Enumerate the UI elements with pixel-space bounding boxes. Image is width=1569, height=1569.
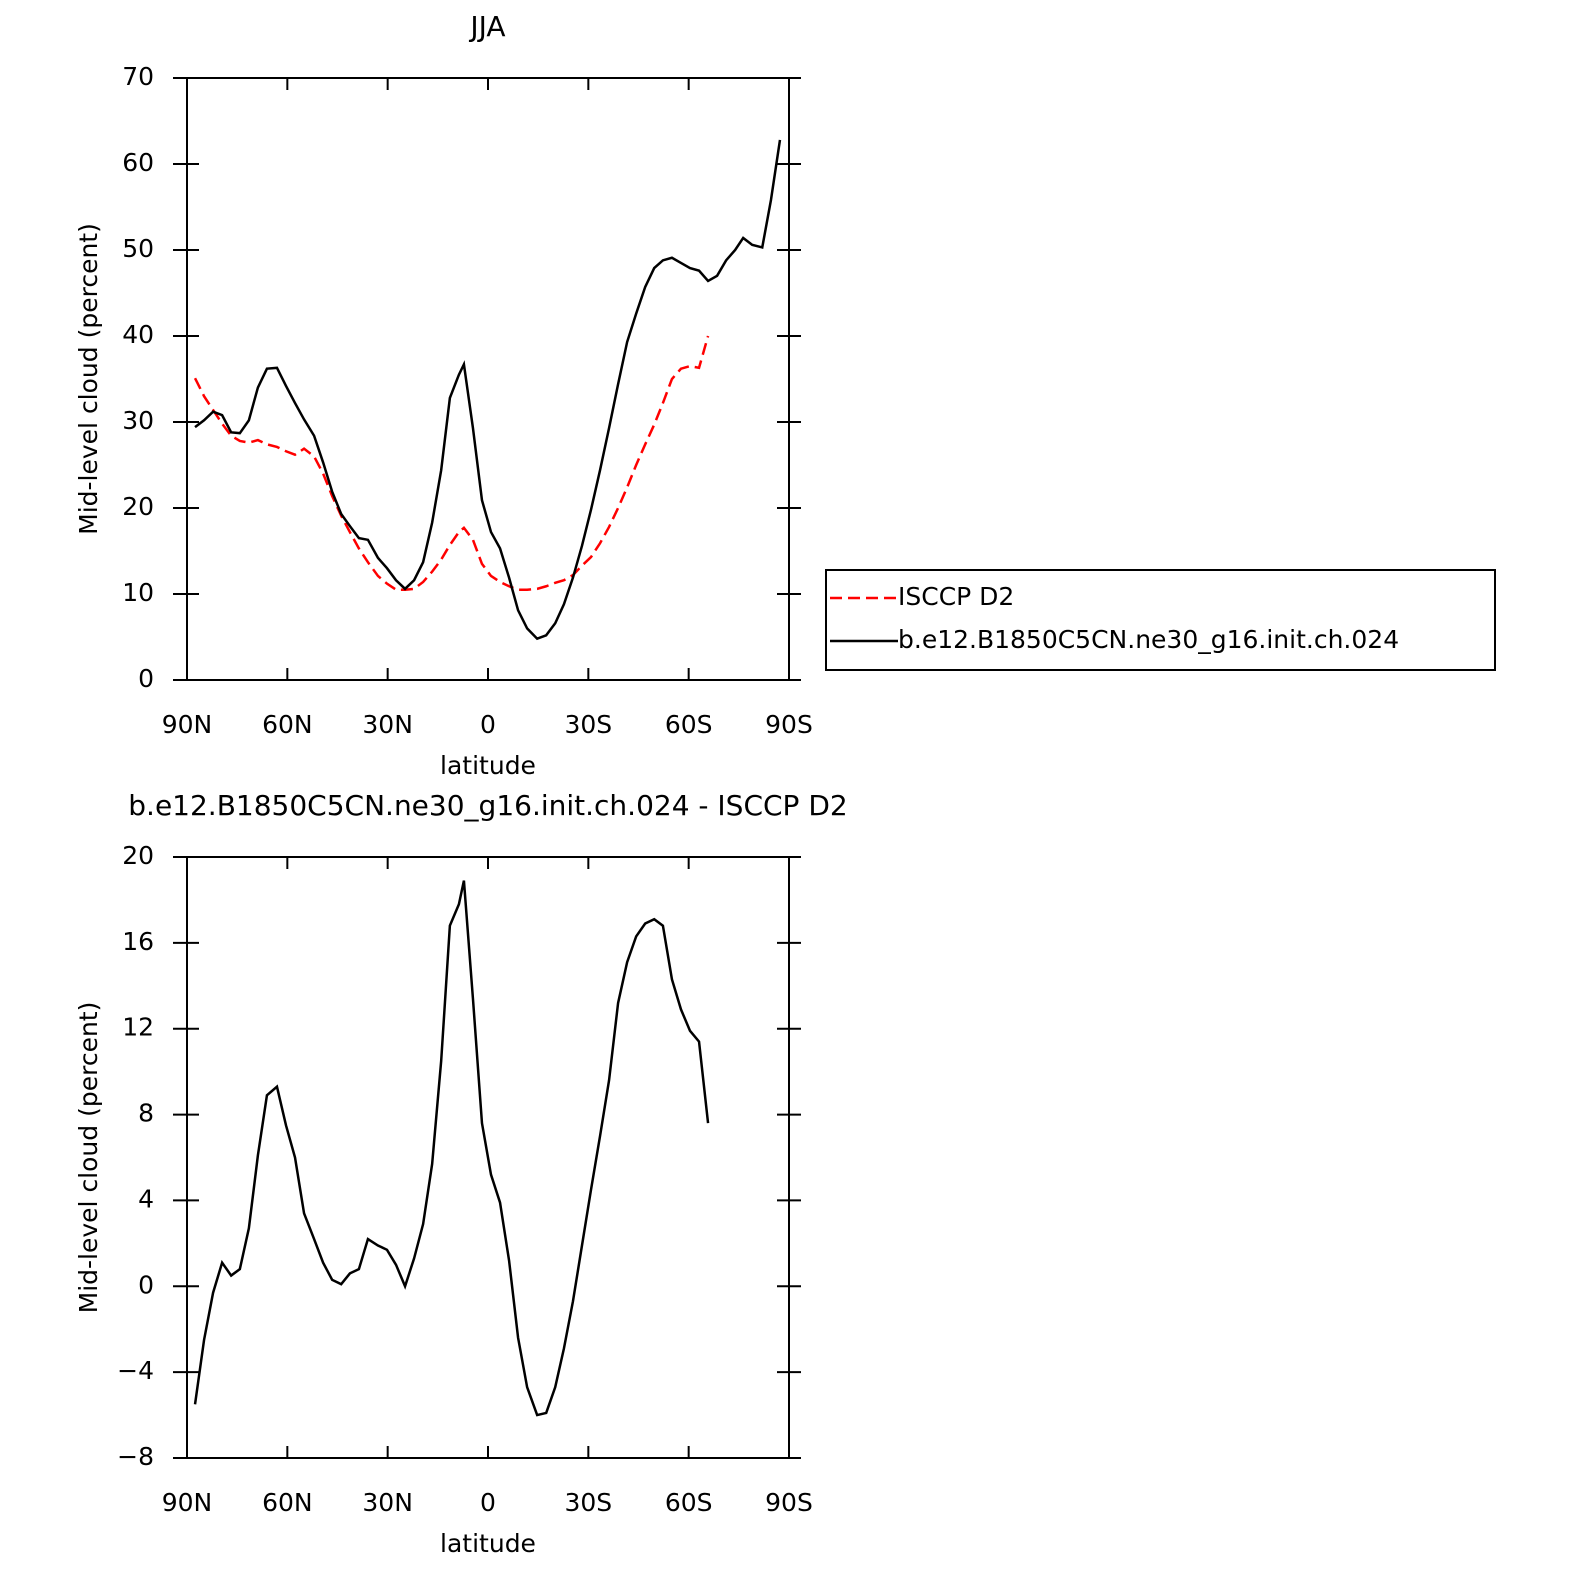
y-tick-label: 40 bbox=[122, 320, 154, 349]
data-line bbox=[193, 880, 710, 1417]
x-tick-label: 60S bbox=[665, 1488, 713, 1517]
chart-title: JJA bbox=[468, 10, 505, 43]
x-tick-label: 0 bbox=[480, 1488, 496, 1517]
data-line bbox=[194, 139, 782, 641]
y-tick-label: 16 bbox=[122, 927, 154, 956]
y-tick-label: 50 bbox=[122, 234, 154, 263]
y-tick-label: 4 bbox=[138, 1184, 154, 1213]
x-tick-label: 90S bbox=[765, 710, 813, 739]
plot-frame bbox=[186, 77, 790, 681]
y-tick-label: 60 bbox=[122, 148, 154, 177]
y-tick-label: 30 bbox=[122, 406, 154, 435]
y-tick-label: 0 bbox=[138, 1270, 154, 1299]
y-tick-label: −4 bbox=[117, 1356, 154, 1385]
x-tick-label: 30S bbox=[564, 1488, 612, 1517]
y-axis-label: Mid-level cloud (percent) bbox=[74, 223, 103, 535]
y-tick-label: 12 bbox=[122, 1013, 154, 1042]
x-axis-label: latitude bbox=[440, 1529, 536, 1558]
x-tick-label: 30N bbox=[362, 1488, 413, 1517]
y-tick-label: 70 bbox=[122, 62, 154, 91]
y-tick-label: −8 bbox=[117, 1442, 154, 1471]
legend-label: b.e12.B1850C5CN.ne30_g16.init.ch.024 bbox=[898, 625, 1399, 654]
y-tick-label: 20 bbox=[122, 841, 154, 870]
x-tick-label: 30S bbox=[564, 710, 612, 739]
x-tick-label: 60N bbox=[262, 710, 313, 739]
x-tick-label: 30N bbox=[362, 710, 413, 739]
y-tick-label: 20 bbox=[122, 492, 154, 521]
y-tick-label: 8 bbox=[138, 1099, 154, 1128]
x-tick-label: 0 bbox=[480, 710, 496, 739]
x-tick-label: 90S bbox=[765, 1488, 813, 1517]
x-axis-label: latitude bbox=[440, 751, 536, 780]
y-tick-label: 10 bbox=[122, 578, 154, 607]
legend-label: ISCCP D2 bbox=[898, 582, 1014, 611]
x-tick-label: 90N bbox=[162, 710, 213, 739]
x-tick-label: 60N bbox=[262, 1488, 313, 1517]
chart-title: b.e12.B1850C5CN.ne30_g16.init.ch.024 - I… bbox=[128, 789, 847, 822]
data-line bbox=[193, 335, 710, 591]
x-tick-label: 60S bbox=[665, 710, 713, 739]
x-tick-label: 90N bbox=[162, 1488, 213, 1517]
legend-box bbox=[825, 569, 1496, 671]
y-tick-label: 0 bbox=[138, 664, 154, 693]
y-axis-label: Mid-level cloud (percent) bbox=[74, 1002, 103, 1314]
